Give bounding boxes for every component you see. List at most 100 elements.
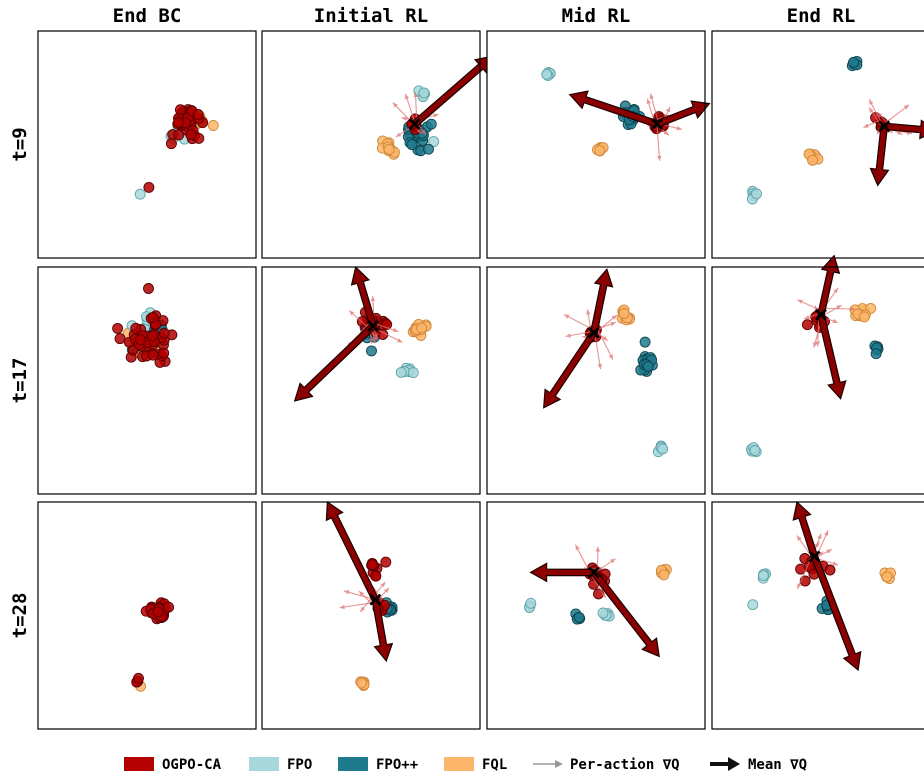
panel-background	[712, 502, 924, 729]
per-action-gradient-arrow	[868, 107, 884, 129]
point-ogpo-ca	[112, 322, 124, 334]
mean-gradient-arrow	[371, 598, 394, 663]
row-labels: t=9 t=17 t=28	[9, 127, 31, 638]
per-action-gradient-arrow	[595, 546, 601, 570]
mean-gradient-arrow	[589, 268, 614, 335]
mean-gradient-arrow	[411, 55, 495, 128]
point-ogpo-ca	[370, 570, 382, 582]
mean-gradient-arrow	[350, 265, 377, 328]
panel-frame	[486, 266, 706, 495]
point-ogpo-ca	[799, 575, 811, 587]
point-ogpo-ca	[133, 672, 144, 684]
mean-gradient-arrow	[817, 254, 841, 317]
legend-thin-arrowhead	[555, 760, 563, 768]
per-action-gradient-arrow	[646, 98, 655, 123]
point-fpo	[573, 611, 585, 623]
point-ogpo-ca	[147, 349, 159, 361]
legend-entry-fpo: FPO++	[338, 757, 418, 773]
panel-background	[38, 267, 256, 494]
point-ogpo-ca	[163, 601, 175, 613]
legend-label: Per-action ∇Q	[570, 757, 680, 773]
per-action-gradient-arrow	[590, 574, 607, 599]
point-fpo	[870, 348, 882, 360]
point-ogpo-ca	[143, 181, 155, 193]
per-action-gradient-arrow	[373, 328, 379, 339]
mean-gradient-arrow	[810, 554, 862, 672]
panel-background	[712, 31, 924, 258]
mean-gradient-arrow	[529, 562, 595, 583]
row-label-t-17: t=17	[9, 358, 31, 404]
point-ogpo-ca	[801, 319, 813, 331]
panel-background	[487, 267, 705, 494]
point-ogpo-ca	[795, 563, 807, 575]
point-ogpo-ca	[380, 556, 392, 568]
panel-t-9-end-bc	[37, 30, 257, 259]
mean-gradient-arrow	[869, 125, 890, 187]
panel-background	[712, 267, 924, 494]
point-fql	[594, 145, 606, 157]
legend-entry-mean-q: Mean ∇Q	[710, 757, 807, 773]
legend-entry-ogpo-ca: OGPO-CA	[124, 757, 222, 773]
point-ogpo-ca	[593, 588, 604, 600]
legend-entry-per-action-q: Per-action ∇Q	[533, 757, 680, 773]
mean-marker	[878, 120, 891, 133]
point-fql	[618, 308, 630, 319]
panel-t-9-mid-rl	[486, 30, 711, 259]
panel-t-28-end-bc	[37, 501, 257, 730]
point-ogpo-ca	[366, 559, 378, 571]
panel-frame	[711, 30, 924, 259]
column-title-end-bc: End BC	[113, 5, 182, 27]
point-fql	[356, 677, 367, 689]
point-fql	[881, 571, 893, 583]
legend-entry-fpo: FPO	[249, 757, 312, 773]
point-fpo	[749, 445, 761, 456]
per-action-gradient-arrow	[817, 530, 829, 553]
point-fpo	[134, 188, 146, 200]
point-fpo	[848, 56, 859, 68]
legend-label: Mean ∇Q	[748, 757, 807, 773]
point-fpo	[541, 68, 553, 80]
per-action-gradient-arrow	[343, 590, 375, 601]
point-fpo	[428, 136, 440, 148]
mean-marker	[815, 308, 827, 321]
per-action-gradient-arrow	[374, 322, 399, 333]
mean-gradient-arrow	[568, 90, 659, 128]
per-action-gradient-arrow	[596, 327, 614, 360]
mean-marker	[651, 118, 663, 130]
point-fpo	[597, 607, 609, 619]
per-action-gradient-arrow	[594, 334, 602, 370]
point-ogpo-ca	[192, 109, 204, 120]
panel-t-9-initial-rl	[261, 30, 495, 259]
row-label-t-9: t=9	[9, 127, 31, 161]
legend-swatch	[338, 757, 368, 771]
per-action-gradient-arrow	[803, 313, 820, 320]
panel-background	[262, 31, 480, 258]
mean-marker	[408, 118, 421, 130]
panel-frame	[711, 266, 924, 495]
point-ogpo-ca	[185, 129, 197, 141]
panel-frame	[261, 30, 481, 259]
panel-frame	[37, 501, 257, 730]
column-title-initial-rl: Initial RL	[314, 5, 428, 27]
per-action-gradient-arrow	[379, 587, 390, 598]
point-ogpo-ca	[152, 606, 164, 618]
mean-gradient-arrow	[792, 500, 819, 559]
legend-label: FPO++	[376, 757, 418, 773]
legend: OGPO-CA FPO FPO++ FQL Per-action ∇Q Mean ∇Q	[124, 757, 807, 773]
column-title-end-rl: End RL	[787, 5, 856, 27]
legend-entry-fql: FQL	[444, 757, 507, 773]
point-ogpo-ca	[134, 334, 146, 346]
per-action-gradient-arrow	[796, 557, 813, 590]
mean-marker	[367, 320, 380, 332]
point-ogpo-ca	[158, 327, 170, 339]
point-ogpo-ca	[147, 330, 158, 342]
column-titles: End BC Initial RL Mid RL End RL	[113, 5, 856, 27]
per-action-gradient-arrow	[586, 309, 592, 331]
per-action-gradient-arrow	[404, 93, 415, 122]
panel-background	[487, 502, 705, 729]
point-ogpo-ca	[824, 564, 836, 576]
mean-marker	[587, 326, 600, 339]
panel-t-17-mid-rl	[486, 266, 706, 495]
point-fql	[416, 322, 428, 334]
